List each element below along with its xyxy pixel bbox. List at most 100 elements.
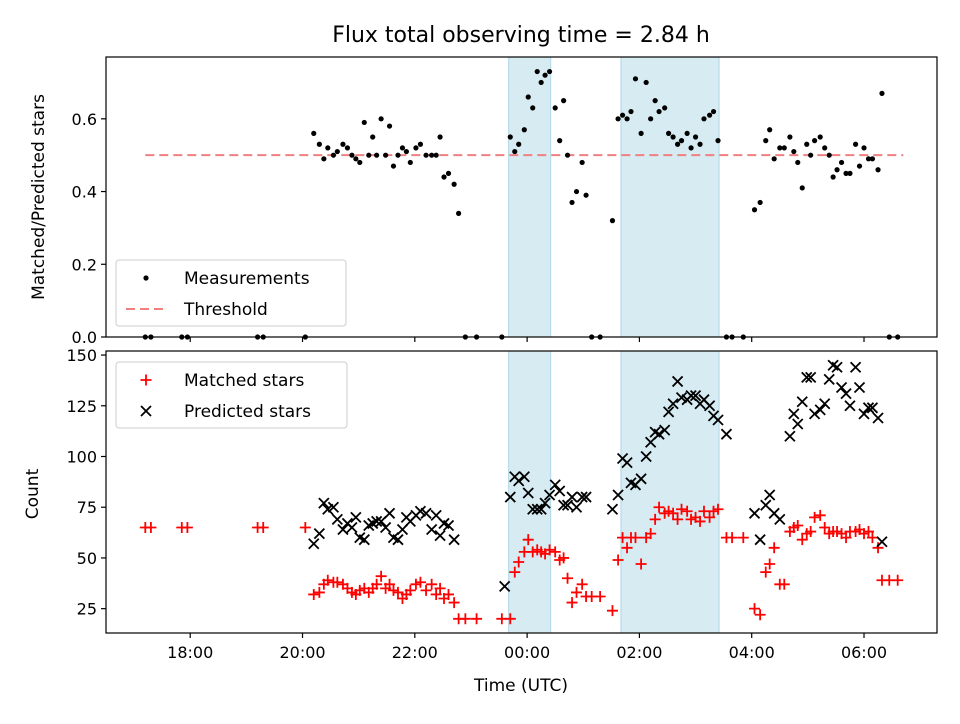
measurement-point [615,116,621,122]
matched-star-point [414,576,426,588]
predicted-star-point [527,503,539,515]
measurement-point [865,156,872,162]
measurement-point [390,163,397,169]
measurement-point [334,148,340,155]
matched-star-point [513,556,525,568]
legend-box [115,361,348,429]
measurement-point [648,116,654,122]
measurement-point [534,68,540,75]
measurement-point [564,152,571,158]
predicted-star-point [379,521,392,534]
measurement-point [366,152,372,158]
measurement-point [869,156,876,162]
measurement-point [643,79,649,86]
legend-label: Predicted stars [184,402,311,422]
predicted-star-point [748,507,761,519]
measurement-point [413,145,419,151]
matched-star-point [814,509,826,521]
measurement-point [811,138,818,144]
matched-star-point [606,605,618,617]
predicted-star-point [640,450,652,463]
matched-star-point [562,572,574,584]
measurement-point [715,138,721,144]
matched-star-point [629,532,641,544]
matched-star-point [635,558,647,570]
measurement-point [374,152,380,158]
matched-star-point [764,558,776,570]
legend-box [115,259,347,327]
predicted-star-point [653,428,665,440]
matched-star-point [694,515,706,527]
measurement-point [875,167,881,173]
predicted-star-point [866,402,879,414]
matched-star-point [749,603,761,615]
predicted-star-point [831,361,843,373]
measurement-point [777,145,783,151]
measurement-point [378,116,384,122]
matched-star-point [471,613,483,625]
measurement-point [437,134,443,140]
measurement-point [834,167,840,173]
measurement-point [826,152,832,158]
matched-star-point [872,542,884,554]
measurement-point [628,108,634,115]
matched-star-point [796,534,808,546]
matched-star-point [594,590,606,602]
matched-star-point [392,586,404,598]
matched-star-point [384,578,396,590]
measurement-point [624,116,630,122]
predicted-star-point [671,375,684,388]
predicted-star-point [667,398,679,410]
measurement-point [311,130,317,136]
predicted-star-point [858,408,870,420]
measurement-point [456,210,462,216]
measurement-point [838,159,845,166]
measurement-point [441,174,447,180]
predicted-star-point [808,408,821,420]
predicted-star-point [522,487,534,499]
matched-star-point [840,532,852,544]
matched-star-point [404,584,416,596]
bottom-y-axis-label: Count [23,468,43,519]
predicted-star-point [420,507,432,519]
measurement-point [688,145,694,151]
measurement-point [678,138,685,144]
shaded-region-2 [620,350,720,634]
predicted-star-point [662,406,675,418]
measurement-point [771,156,777,162]
measurement-point [316,141,322,147]
plot-frame [105,350,938,634]
matched-star-point [892,574,904,586]
measurement-point [799,185,805,191]
y-tick-label: 0.6 [72,110,97,129]
chart-title: Flux total observing time = 2.84 h [332,23,710,48]
predicted-star-point [570,501,583,513]
predicted-star-point [876,536,888,548]
predicted-star-point [518,471,530,483]
measurement-point [330,152,337,158]
measurement-point [781,145,787,151]
measurement-point [403,148,409,155]
predicted-star-point [754,534,766,546]
measurement-point [423,152,429,158]
matched-star-point [621,542,633,554]
predicted-star-point [370,515,383,528]
measurement-point [561,98,567,104]
predicted-star-point [426,523,438,536]
measurement-point [843,170,849,176]
measurement-point [538,79,544,86]
y-tick-label: 0.0 [72,328,97,347]
matched-star-point [313,586,325,598]
matched-star-point [299,522,311,534]
predicted-star-point [313,527,326,540]
measurement-point [370,134,376,140]
matched-star-point [443,588,455,600]
predicted-star-point [549,479,561,491]
matched-star-point [576,578,588,590]
measurement-point [852,141,859,147]
measurement-point [652,98,658,104]
predicted-star-point [576,491,588,503]
measurement-point [684,130,690,136]
x-tick-label: 22:00 [392,643,438,662]
legend-label: Measurements [184,269,310,289]
